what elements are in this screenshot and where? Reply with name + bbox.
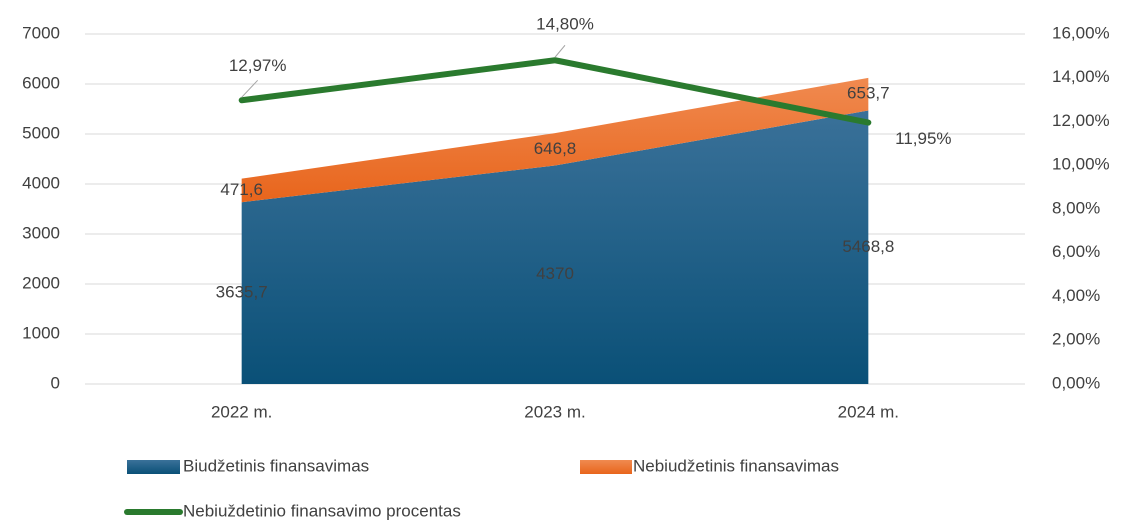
y2-tick-label: 14,00% <box>1052 67 1110 86</box>
y-tick-label: 5000 <box>22 123 60 142</box>
data-label: 4370 <box>536 264 574 283</box>
area <box>241 110 869 384</box>
x-tick-label: 2024 m. <box>838 402 899 421</box>
leader-line <box>241 79 259 98</box>
y-tick-label: 0 <box>51 373 60 392</box>
area <box>241 77 869 203</box>
legend-label: Nebiuždetinio finansavimo procentas <box>183 501 461 520</box>
leader-line <box>554 44 566 58</box>
y2-tick-label: 6,00% <box>1052 242 1100 261</box>
y2-tick-label: 12,00% <box>1052 111 1110 130</box>
y2-tick-label: 2,00% <box>1052 330 1100 349</box>
data-label: 471,6 <box>220 180 263 199</box>
y-tick-label: 6000 <box>22 73 60 92</box>
y-tick-label: 4000 <box>22 173 60 192</box>
data-label: 12,97% <box>229 56 287 75</box>
data-label: 5468,8 <box>842 237 894 256</box>
x-tick-label: 2022 m. <box>211 402 272 421</box>
y2-tick-label: 16,00% <box>1052 23 1110 42</box>
data-label: 646,8 <box>534 139 577 158</box>
y2-tick-label: 10,00% <box>1052 155 1110 174</box>
legend-label: Nebiudžetinis finansavimas <box>633 456 839 475</box>
legend-swatch <box>127 460 180 474</box>
y2-tick-label: 8,00% <box>1052 198 1100 217</box>
data-label: 3635,7 <box>216 283 268 302</box>
line <box>238 57 872 126</box>
y2-tick-label: 0,00% <box>1052 373 1100 392</box>
x-tick-label: 2023 m. <box>524 402 585 421</box>
y2-tick-label: 4,00% <box>1052 286 1100 305</box>
legend-label: Biudžetinis finansavimas <box>183 456 369 475</box>
data-label: 11,95% <box>895 129 951 148</box>
data-label: 653,7 <box>847 84 890 103</box>
y-tick-label: 2000 <box>22 273 60 292</box>
y-tick-label: 3000 <box>22 223 60 242</box>
legend-swatch <box>580 460 632 474</box>
data-label: 14,80% <box>536 15 594 34</box>
y-tick-label: 1000 <box>22 323 60 342</box>
y-tick-label: 7000 <box>22 23 60 42</box>
